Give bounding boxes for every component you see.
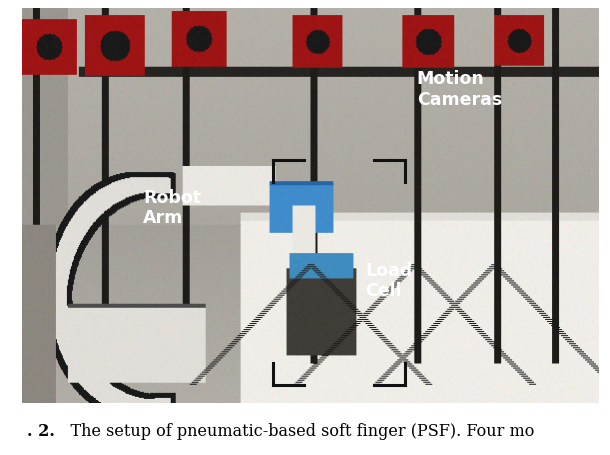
Text: Motion
Cameras: Motion Cameras (417, 70, 502, 109)
Text: . 2.: . 2. (27, 423, 56, 440)
Text: Robot
Arm: Robot Arm (143, 188, 201, 227)
Text: Load
Cell: Load Cell (365, 261, 412, 300)
Text: The setup of pneumatic-based soft finger (PSF). Four mo: The setup of pneumatic-based soft finger… (50, 423, 534, 440)
